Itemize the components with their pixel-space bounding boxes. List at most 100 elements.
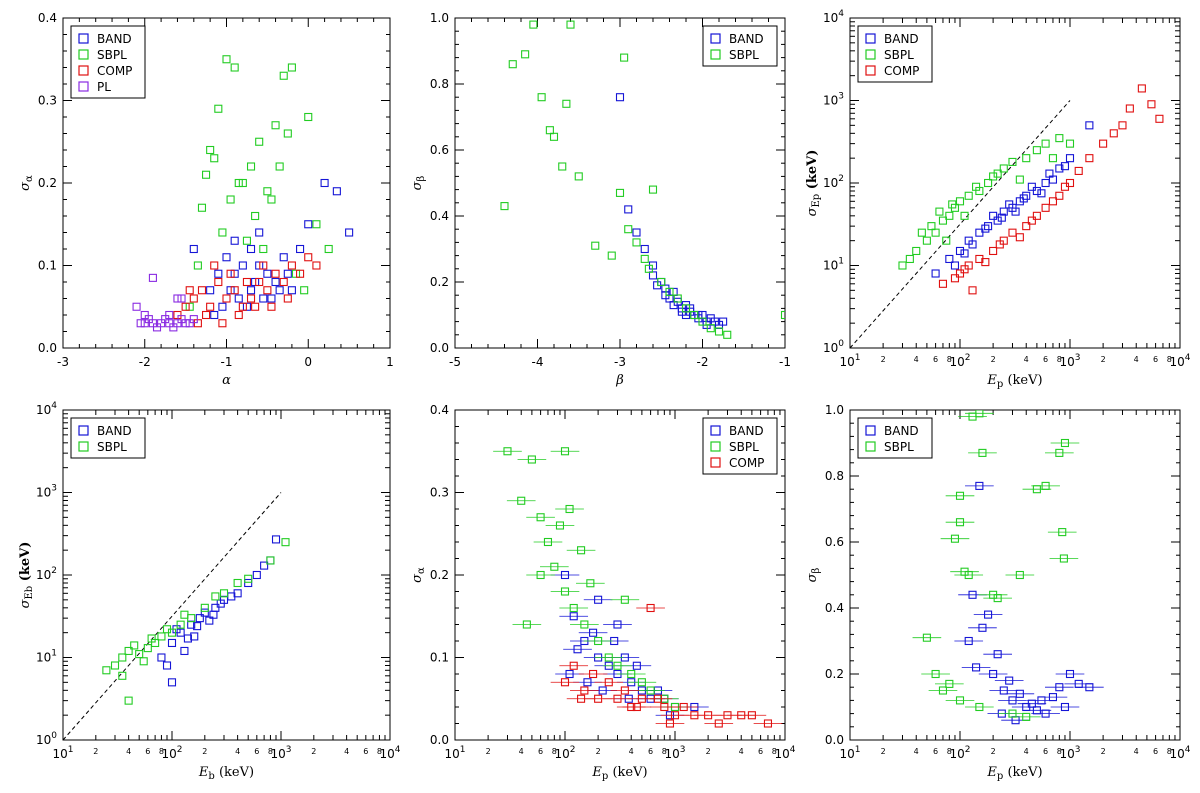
data-point-band — [332, 187, 341, 196]
data-point-sbpl — [147, 634, 156, 643]
data-point-sbpl — [187, 614, 196, 623]
data-point-band — [1055, 164, 1064, 173]
x-minor-tick-label: 8 — [1167, 747, 1172, 756]
data-point-sbpl — [938, 216, 948, 225]
data-point-band — [271, 535, 281, 544]
data-point-comp — [679, 702, 688, 712]
data-point-sbpl — [975, 702, 984, 712]
legend-marker-sbpl — [865, 49, 876, 60]
data-point-sbpl — [723, 330, 732, 339]
x-axis-label: Eb (keV) — [198, 765, 254, 782]
data-point-sbpl — [558, 162, 567, 171]
y-tick-label: 0.0 — [825, 733, 844, 747]
data-point-band — [287, 286, 296, 295]
data-point-sbpl — [233, 578, 242, 588]
x-tick-label: 104 — [1169, 353, 1190, 369]
data-point-comp — [1008, 228, 1017, 237]
reference-line — [62, 492, 282, 741]
data-point-band — [205, 616, 214, 625]
data-point-pl — [144, 315, 153, 324]
y-tick-label: 0.2 — [38, 176, 57, 190]
y-tick-label: 0.0 — [38, 341, 57, 355]
data-point-band — [955, 246, 965, 256]
data-point-comp — [665, 719, 675, 728]
data-point-sbpl — [139, 657, 148, 666]
data-point-band — [624, 205, 633, 214]
data-point-comp — [202, 310, 211, 320]
data-point-comp — [747, 711, 756, 720]
data-point-comp — [242, 277, 251, 287]
data-point-comp — [197, 286, 207, 295]
legend: BAND SBPL COMP — [702, 417, 778, 475]
data-point-sbpl — [615, 188, 625, 197]
x-minor-tick-label: 8 — [377, 747, 382, 756]
data-point-pl — [148, 319, 157, 328]
data-point-sbpl — [124, 646, 133, 656]
data-point-band — [1085, 121, 1094, 130]
data-marks — [912, 410, 1104, 725]
y-tick-label: 0.0 — [430, 733, 449, 747]
legend-box — [70, 25, 146, 99]
data-point-comp — [955, 269, 965, 278]
x-axis-label: α — [222, 373, 231, 388]
x-tick-label: 104 — [379, 745, 400, 761]
legend-label-comp: COMP — [884, 64, 919, 78]
legend-marker-band — [710, 33, 721, 44]
x-minor-tick-label: 4 — [914, 355, 919, 364]
data-point-sbpl — [527, 455, 536, 464]
data-point-band — [1005, 200, 1014, 209]
data-point-comp — [560, 678, 570, 687]
x-minor-tick-label: 4 — [519, 747, 524, 756]
data-point-pl — [181, 319, 190, 328]
data-point-band — [583, 678, 592, 687]
data-point-band — [244, 578, 253, 588]
data-point-sbpl — [304, 112, 313, 122]
data-point-band — [598, 686, 607, 695]
data-point-band — [255, 228, 264, 237]
data-point-comp — [981, 258, 990, 267]
legend-marker-comp — [78, 65, 89, 76]
x-minor-tick-label: 4 — [1024, 747, 1029, 756]
x-tick-label: 103 — [664, 745, 685, 761]
data-point-comp — [193, 319, 202, 328]
data-point-sbpl — [210, 154, 219, 163]
data-point-sbpl — [993, 594, 1002, 603]
legend-label-sbpl: SBPL — [729, 48, 759, 62]
data-point-band — [1055, 683, 1064, 692]
x-axis-label: β — [615, 373, 624, 388]
legend: BAND SBPL COMP PL — [70, 25, 146, 99]
x-minor-tick-label: 4 — [1024, 355, 1029, 364]
legend-label-sbpl: SBPL — [729, 440, 759, 454]
data-point-sbpl — [955, 491, 965, 500]
data-point-comp — [181, 302, 190, 311]
x-minor-tick-label: 6 — [933, 355, 938, 364]
y-tick-label: 0.4 — [825, 601, 844, 615]
legend: BAND SBPL — [702, 25, 778, 67]
data-point-sbpl — [620, 53, 629, 62]
data-point-band — [594, 595, 603, 604]
data-point-comp — [1155, 114, 1164, 123]
data-point-sbpl — [324, 244, 333, 254]
y-tick-label: 100 — [36, 731, 57, 747]
data-point-band — [252, 570, 261, 580]
data-point-comp — [989, 246, 998, 256]
data-point-band — [320, 178, 329, 188]
data-point-band — [589, 628, 598, 637]
legend-marker-sbpl — [78, 441, 89, 452]
data-point-band — [304, 220, 313, 229]
data-point-sbpl — [681, 304, 691, 313]
data-point-band — [972, 663, 981, 672]
data-point-sbpl — [157, 632, 166, 641]
data-point-pl — [177, 315, 186, 324]
x-minor-tick-label: 2 — [486, 747, 491, 756]
data-point-comp — [1137, 84, 1146, 93]
data-point-band — [275, 286, 284, 295]
data-point-sbpl — [627, 669, 636, 679]
data-point-band — [209, 610, 218, 619]
data-point-sbpl — [604, 653, 613, 662]
x-minor-tick-label: 4 — [914, 747, 919, 756]
data-point-band — [1065, 669, 1075, 679]
data-point-sbpl — [281, 538, 290, 547]
data-point-sbpl — [529, 20, 538, 29]
